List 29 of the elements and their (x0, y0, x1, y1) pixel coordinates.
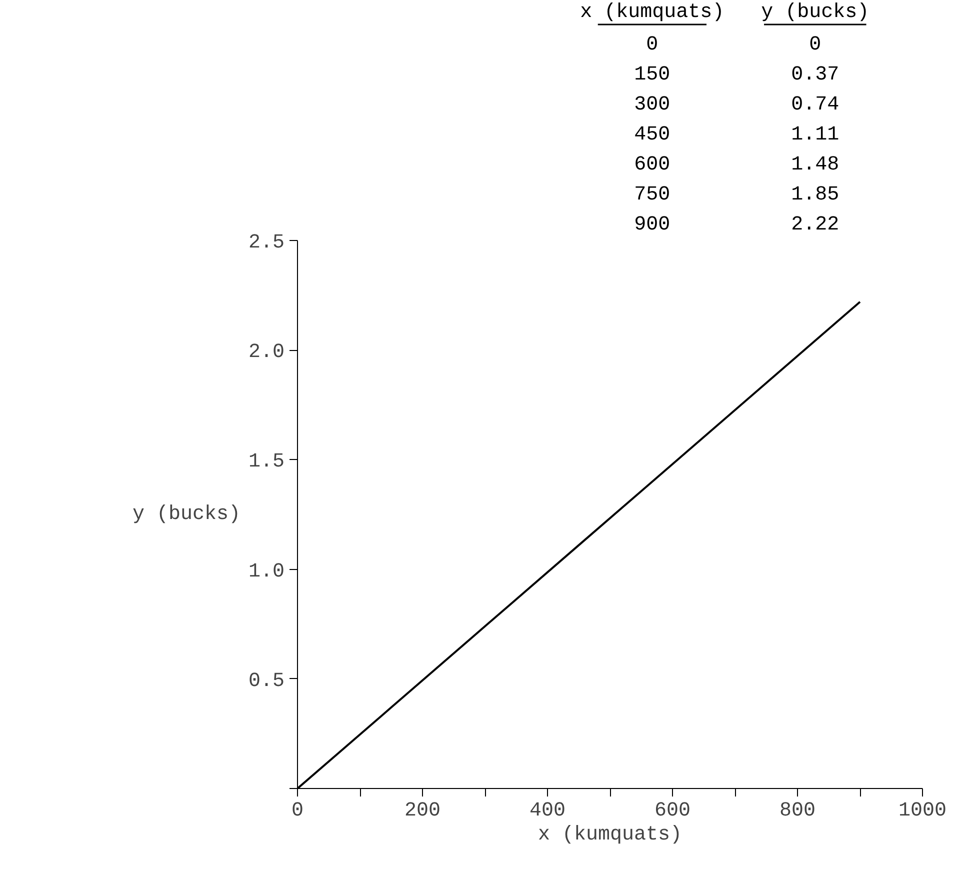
text: x (kumquats) (580, 1, 724, 24)
text: 1.11 (791, 124, 840, 146)
text: 1.48 (791, 154, 840, 176)
x-tick-label: 0 (292, 800, 304, 822)
text: 450 (634, 124, 670, 146)
x-tick-label: 200 (404, 800, 441, 822)
text: 0 (646, 34, 658, 56)
text: 2.22 (791, 214, 840, 236)
text: 900 (634, 214, 670, 236)
x-tick-label: 400 (529, 800, 566, 822)
y-tick-label: 0.5 (248, 670, 285, 693)
text: 150 (634, 64, 670, 86)
text: y (bucks) (761, 1, 870, 24)
text: 300 (634, 94, 670, 116)
text: 600 (634, 154, 670, 176)
y-tick-label: 1.5 (248, 450, 285, 474)
x-tick-label: 1000 (898, 800, 947, 822)
x-tick-label: 800 (779, 800, 816, 822)
y-tick-label: 2.0 (248, 341, 285, 364)
text: 0.74 (791, 94, 840, 116)
text: 0.37 (791, 64, 840, 86)
x-tick-label: 600 (654, 800, 691, 822)
text: 1.85 (791, 184, 840, 206)
y-tick-label: 1.0 (248, 560, 285, 584)
y-axis-title: y (bucks) (132, 503, 241, 526)
text: 0 (809, 34, 822, 56)
x-axis-title: x (kumquats) (538, 824, 682, 846)
y-tick-label: 2.5 (248, 232, 285, 254)
text: 750 (634, 184, 670, 206)
